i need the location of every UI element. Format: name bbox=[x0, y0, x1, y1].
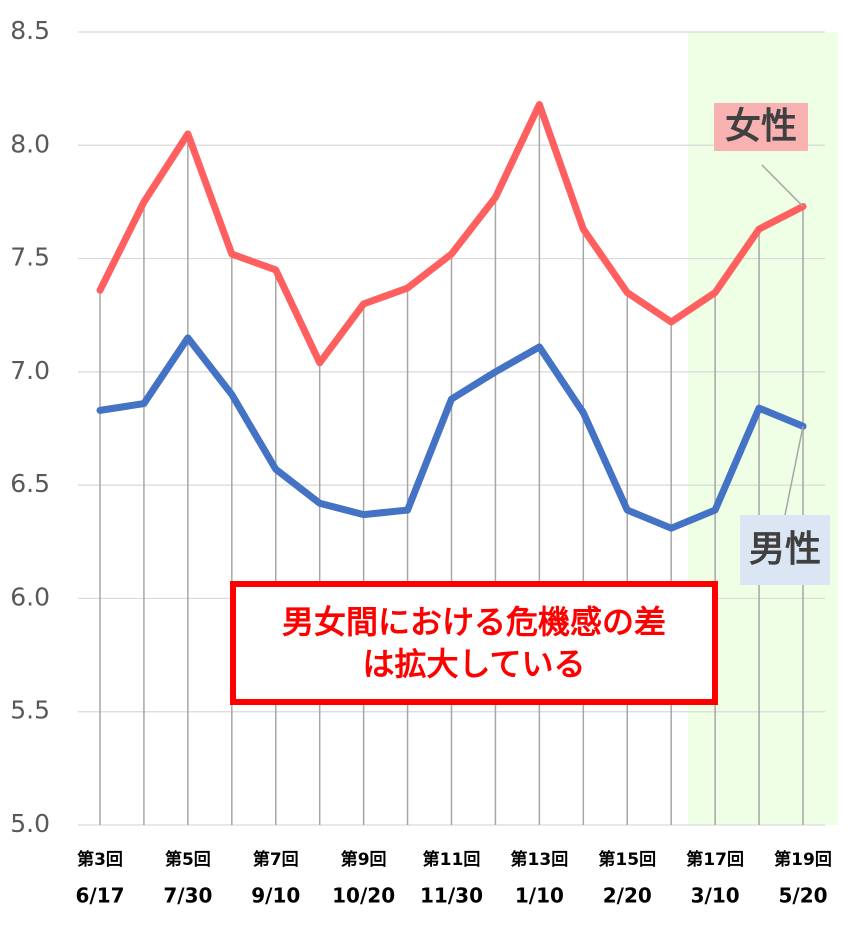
y-tick-label: 8.5 bbox=[10, 16, 50, 45]
annotation-box bbox=[230, 581, 718, 705]
x-tick-label: 第9回 bbox=[341, 849, 387, 870]
x-date-label: 6/17 bbox=[75, 884, 124, 908]
legend-label: 女性 bbox=[725, 106, 797, 147]
x-date-label: 9/10 bbox=[251, 884, 300, 908]
x-tick-label: 第3回 bbox=[77, 849, 123, 870]
x-date-label: 5/20 bbox=[778, 884, 827, 908]
x-date-label: 2/20 bbox=[603, 884, 652, 908]
y-tick-label: 6.5 bbox=[10, 469, 50, 498]
y-tick-label: 5.5 bbox=[10, 696, 50, 725]
x-tick-label: 第17回 bbox=[686, 849, 744, 870]
x-date-label: 7/30 bbox=[163, 884, 212, 908]
x-tick-label: 第7回 bbox=[253, 849, 299, 870]
y-tick-label: 5.0 bbox=[10, 809, 50, 838]
y-tick-label: 8.0 bbox=[10, 129, 50, 158]
x-tick-label: 第11回 bbox=[423, 849, 481, 870]
y-tick-label: 6.0 bbox=[10, 582, 50, 611]
x-tick-label: 第5回 bbox=[165, 849, 211, 870]
x-date-label: 10/20 bbox=[332, 884, 395, 908]
leader-line bbox=[784, 426, 804, 516]
y-tick-label: 7.0 bbox=[10, 356, 50, 385]
legend-box bbox=[740, 515, 830, 585]
x-date-label: 3/10 bbox=[691, 884, 740, 908]
x-date-label: 1/10 bbox=[515, 884, 564, 908]
leader-line bbox=[761, 164, 804, 207]
x-tick-label: 第15回 bbox=[598, 849, 656, 870]
legend-box bbox=[714, 103, 808, 151]
legend-label: 男性 bbox=[749, 529, 821, 570]
y-tick-label: 7.5 bbox=[10, 243, 50, 272]
annotation-text: は拡大している bbox=[362, 645, 585, 683]
series-line bbox=[96, 334, 807, 532]
x-date-label: 11/30 bbox=[420, 884, 483, 908]
x-tick-label: 第19回 bbox=[774, 849, 832, 870]
annotation-text: 男女間における危機感の差 bbox=[282, 603, 666, 641]
x-tick-label: 第13回 bbox=[511, 849, 569, 870]
series-line bbox=[96, 101, 807, 367]
